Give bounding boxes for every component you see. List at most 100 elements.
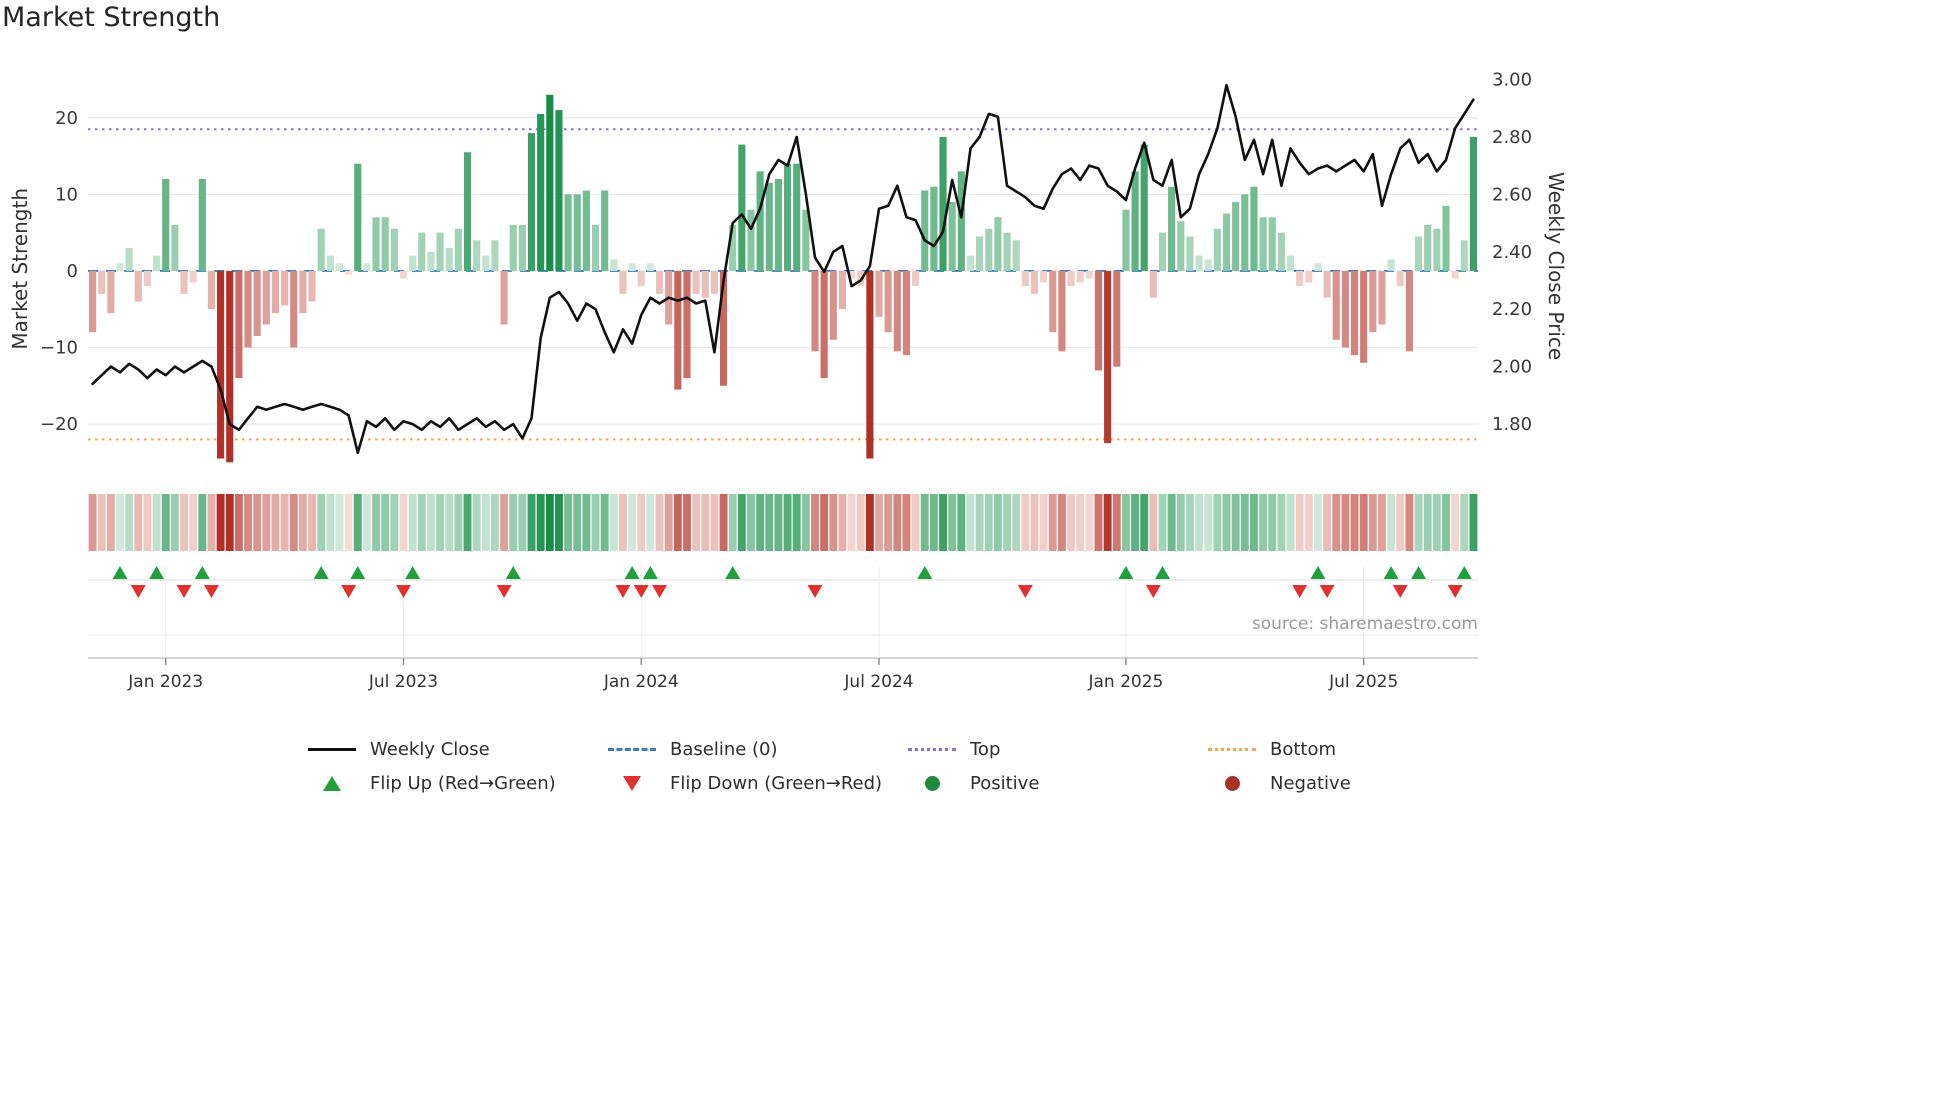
strength-bar [354,163,362,271]
strength-bar [98,270,106,294]
strength-bar [555,110,563,271]
strength-bar [180,270,188,294]
strength-bar [527,133,536,271]
heatmap-cell [1405,494,1414,551]
right-tick-label: 2.20 [1492,299,1532,320]
x-tick-label: Jan 2025 [1087,672,1163,692]
strength-bar [198,179,206,271]
heatmap-cell [1067,494,1076,551]
strength-bar [1149,270,1157,298]
strength-bar [1250,186,1258,271]
strength-bar [1442,205,1450,271]
heatmap-cell [426,494,435,551]
heatmap-cell [747,494,755,551]
heatmap-cell [1268,494,1277,551]
strength-bar [985,228,993,271]
strength-bar [509,224,517,271]
strength-bar [1186,236,1194,271]
strength-bar [573,194,581,271]
negative-dot-icon [1208,774,1256,794]
heatmap-cell [1012,494,1021,551]
heatmap-cell [125,494,134,551]
left-tick-label: 20 [55,108,78,129]
strength-bar [1387,259,1395,271]
heatmap-cell [655,494,664,551]
legend-label: Weekly Close [370,739,490,760]
strength-bar [719,270,728,386]
strength-bar [738,144,746,271]
heatmap-cell [244,494,252,551]
strength-bar [1350,270,1359,356]
heatmap-cell [372,494,381,551]
heatmap-cell [116,494,124,551]
strength-bar [1049,270,1057,333]
strength-bar [710,270,718,294]
flip-down-marker [1392,585,1408,598]
heatmap-cell [609,494,618,551]
flip-down-marker [176,585,192,598]
heatmap-cell [1442,494,1450,551]
heatmap-cell [1460,494,1469,551]
strength-bar [1040,270,1048,283]
heatmap-cell [829,494,838,551]
heatmap-cell [180,494,188,551]
strength-bar [1451,270,1459,279]
baseline-dash-swatch [608,740,656,760]
positive-dot-icon [908,774,956,794]
strength-bar [1259,217,1267,271]
strength-bar [317,228,325,271]
strength-bar [1085,270,1093,279]
flip-down-marker [130,585,146,598]
legend-label: Negative [1270,773,1351,794]
strength-bar [756,171,764,271]
strength-bar [1232,202,1240,271]
strength-bar [399,270,408,279]
heatmap-cell [728,494,737,551]
strength-bar [1021,270,1029,287]
strength-bar [1003,232,1011,271]
strength-bar [1378,270,1386,325]
strength-bar [518,224,526,271]
heatmap-cell [710,494,719,551]
strength-bar [1424,224,1432,271]
flip-down-marker [1017,585,1033,598]
heatmap-cell [527,494,536,551]
flip-down-marker [1145,585,1161,598]
strength-bar [162,179,170,271]
right-tick-label: 2.80 [1492,127,1532,148]
strength-bar [546,94,554,271]
heatmap-cell [1414,494,1423,551]
strength-bar [299,270,307,314]
heatmap-cell [683,494,691,551]
strength-bar [1323,270,1331,298]
heatmap-cell [1030,494,1039,551]
strength-bar [838,270,846,310]
strength-bar [1131,171,1139,271]
strength-bar [957,171,965,271]
heatmap-cell [481,494,490,551]
strength-bar [326,255,334,271]
legend-item-flip-up: Flip Up (Red→Green) [308,773,608,794]
strength-bar [1286,255,1295,271]
flip-up-marker [313,566,329,579]
heatmap-cell [88,494,97,551]
heatmap-cell [1240,494,1249,551]
strength-bar [1213,228,1221,271]
heatmap-cell [1121,494,1130,551]
heatmap-cell [1359,494,1368,551]
strength-bar [1405,270,1413,352]
heatmap-cell [1185,494,1194,551]
flip-up-marker [149,566,165,579]
x-tick-label: Jan 2024 [603,672,679,692]
heatmap-cell [207,494,216,551]
heatmap-cell [1432,494,1441,551]
heatmap-cell [1112,494,1121,551]
right-tick-label: 1.80 [1492,414,1532,435]
strength-bar [1305,270,1313,283]
strength-bar [701,270,709,298]
heatmap-cell [1423,494,1432,551]
flip-up-marker [1155,566,1171,579]
heatmap-cell [875,494,883,551]
heatmap-cell [792,494,801,551]
strength-bar [244,270,252,348]
